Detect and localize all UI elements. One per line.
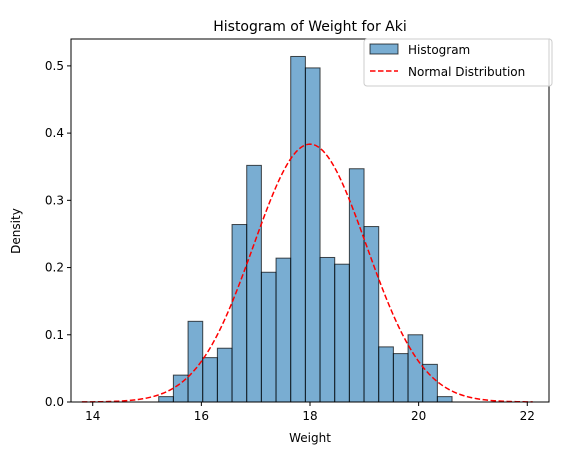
y-axis-label: Density [9, 208, 23, 254]
histogram-bar-14 [348, 168, 365, 403]
legend-normal-label: Normal Distribution [408, 65, 525, 79]
axes: 14 16 18 20 22 0.0 0.1 0.2 0.3 0.4 0.5 [45, 38, 550, 423]
normal-distribution-curve [81, 143, 533, 403]
x-tick-label: 16 [194, 409, 209, 423]
chart-title: Histogram of Weight for Aki [213, 19, 407, 35]
histogram-bar-5 [216, 347, 233, 403]
histogram-bar-20 [436, 396, 453, 403]
histogram-bar-4 [202, 357, 218, 403]
histogram-bar-8 [260, 271, 277, 403]
histogram-bar-12 [319, 256, 336, 403]
histogram-bar-7 [246, 164, 262, 403]
x-tick-label: 14 [85, 409, 100, 423]
histogram-bar-19 [422, 363, 438, 403]
y-tick-label: 0.1 [45, 328, 64, 342]
histogram-bar-1 [158, 396, 174, 403]
y-tick-label: 0.2 [45, 261, 64, 275]
histogram-bar-16 [378, 346, 394, 403]
histogram-bar-13 [334, 263, 350, 403]
histogram-bar-17 [392, 353, 409, 403]
histogram-bar-6 [231, 224, 248, 403]
histogram-bar-15 [363, 226, 380, 403]
y-tick-label: 0.4 [45, 126, 64, 140]
legend: Histogram Normal Distribution [363, 38, 553, 87]
y-tick-label: 0.0 [45, 395, 64, 409]
x-tick-label: 18 [302, 409, 317, 423]
x-axis-label: Weight [289, 431, 331, 445]
histogram-bars [158, 55, 453, 403]
legend-histogram-label: Histogram [408, 43, 470, 57]
histogram-bar-9 [275, 257, 292, 403]
histogram-bar-18 [407, 334, 424, 403]
x-tick-label: 20 [411, 409, 426, 423]
histogram-bar-10 [290, 55, 306, 403]
x-tick-label: 22 [520, 409, 535, 423]
y-tick-label: 0.5 [45, 59, 64, 73]
y-tick-label: 0.3 [45, 193, 64, 207]
legend-histogram-swatch [369, 43, 399, 55]
histogram-bar-11 [304, 67, 321, 403]
legend-box [363, 38, 553, 87]
